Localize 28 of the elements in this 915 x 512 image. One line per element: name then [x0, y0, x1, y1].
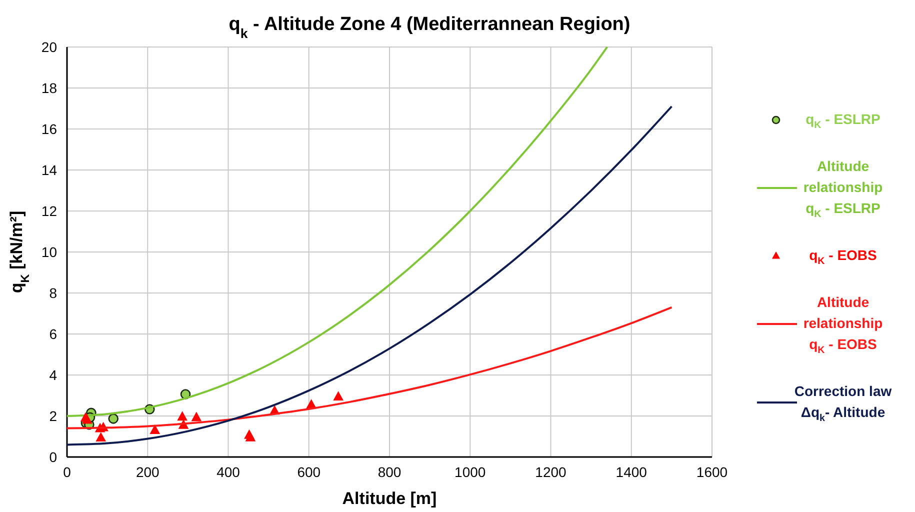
y-tick-label: 18: [41, 80, 58, 96]
text: Altitude relationship q$_{K}$ - EOBS: [803, 294, 883, 356]
y-tick-label: 0: [49, 448, 58, 465]
x-tick-label: 400: [216, 464, 240, 480]
y-tick-label: 6: [49, 326, 58, 342]
x-tick-label: 200: [136, 464, 160, 480]
y-tick-label: 10: [41, 244, 58, 260]
y-tick-label: 20: [41, 38, 58, 55]
y-tick-label: 14: [41, 162, 58, 178]
x-tick-label: 1000: [454, 464, 486, 480]
x-tick-label: 1400: [616, 464, 648, 480]
y-tick-label: 16: [41, 120, 58, 137]
legend-label: q$_{K}$ - EOBS: [809, 246, 877, 268]
y-tick-label: 12: [41, 202, 58, 219]
text: Altitude relationship q$_{K}$ - ESLRP: [803, 158, 883, 220]
x-tick-label: 1600: [696, 464, 728, 480]
y-tick-label: 8: [49, 284, 58, 301]
y-tick-label: 2: [49, 408, 58, 424]
legend-label: q$_{K}$ - ESLRP: [806, 110, 880, 132]
legend-label: Correction law Δq$_{k}$- Altitude: [794, 382, 892, 424]
x-axis-title: Altitude [m]: [342, 489, 437, 508]
x-tick-label: 1200: [535, 464, 567, 480]
x-tick-label: 600: [297, 464, 321, 480]
chart-title: q$_{k}$ - Altitude Zone 4 (Mediterrannean Region): [228, 14, 630, 40]
x-tick-label: 0: [63, 464, 72, 480]
y-tick-label: 4: [49, 366, 58, 383]
x-tick-label: 800: [378, 464, 402, 480]
line-series: [66, 105, 673, 446]
